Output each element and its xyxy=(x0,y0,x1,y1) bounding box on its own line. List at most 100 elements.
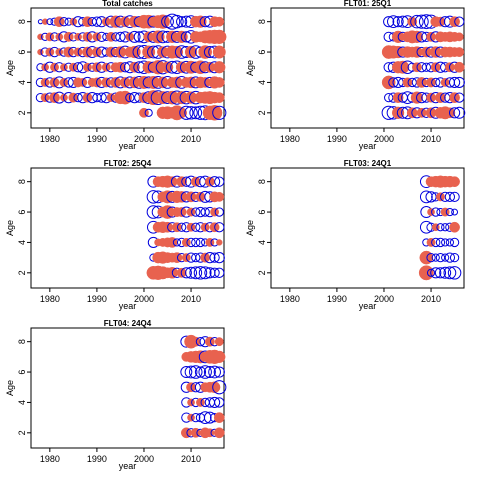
y-axis-label: Age xyxy=(5,380,15,396)
bubble-positive xyxy=(213,252,225,264)
bubbles xyxy=(418,175,462,281)
bubble-negative xyxy=(204,336,215,347)
panel-title: Total catches xyxy=(102,0,153,8)
bubble-positive xyxy=(447,266,462,280)
bubble-positive xyxy=(195,337,206,347)
bubble-positive xyxy=(388,77,399,88)
y-tick-label: 6 xyxy=(257,50,267,55)
bubble-positive xyxy=(184,365,198,379)
bubble-positive xyxy=(189,106,203,120)
bubble-positive xyxy=(198,411,212,425)
bubble-negative xyxy=(212,29,227,45)
bubble-positive xyxy=(431,237,441,248)
bubble-negative xyxy=(212,45,226,59)
panel-3: FLT02: 25Q4 1980 1990 2000 2010 2 4 6 8 year Age xyxy=(5,159,225,311)
bubble-negative xyxy=(118,90,132,105)
bubble-positive xyxy=(414,14,429,29)
bubble-negative xyxy=(55,48,64,56)
bubbles xyxy=(381,14,466,120)
x-tick-label: 2010 xyxy=(421,294,441,304)
bubble-negative xyxy=(210,207,219,217)
bubble-positive xyxy=(200,207,210,217)
bubble-negative xyxy=(170,45,184,59)
bubble-positive xyxy=(115,31,126,43)
bubble-negative xyxy=(172,222,182,233)
bubble-negative xyxy=(53,16,65,28)
bubble-negative xyxy=(449,221,460,233)
x-tick-label: 2000 xyxy=(374,294,394,304)
bubble-positive xyxy=(170,14,184,29)
bubble-negative xyxy=(213,350,226,363)
bubble-positive xyxy=(431,253,440,262)
y-axis-label: Age xyxy=(245,60,255,76)
bubble-positive xyxy=(191,237,201,248)
y-axis-label: Age xyxy=(5,220,15,236)
panel-title: FLT01: 25Q1 xyxy=(344,0,392,8)
bubble-positive xyxy=(73,92,83,103)
x-axis-label: year xyxy=(119,461,137,471)
bubble-positive xyxy=(421,62,432,72)
bubble-positive xyxy=(96,92,107,103)
bubble-positive xyxy=(191,207,201,217)
bubble-negative xyxy=(214,191,225,202)
bubble-negative xyxy=(63,31,74,42)
bubble-positive xyxy=(59,17,69,27)
bubble-positive xyxy=(410,14,424,29)
bubble-positive xyxy=(208,176,221,188)
x-axis-label: year xyxy=(359,301,377,311)
bubble-positive xyxy=(186,237,196,248)
x-tick-label: 1980 xyxy=(280,294,300,304)
x-tick-label: 2010 xyxy=(421,134,441,144)
bubble-positive xyxy=(436,223,445,232)
panel-5: FLT04: 24Q4 1980 1990 2000 2010 2 4 6 8 year Age xyxy=(5,319,227,471)
bubble-positive xyxy=(172,238,182,247)
bubble-positive xyxy=(431,77,441,88)
y-tick-label: 8 xyxy=(17,19,27,24)
bubble-negative xyxy=(206,105,223,121)
bubble-positive xyxy=(387,15,400,29)
bubble-negative xyxy=(142,45,156,59)
bubble-positive xyxy=(212,380,227,395)
bubble-positive xyxy=(198,365,212,379)
bubble-positive xyxy=(448,76,461,89)
bubble-positive xyxy=(451,208,459,216)
x-tick-label: 1990 xyxy=(327,134,347,144)
y-tick-label: 6 xyxy=(17,370,27,375)
y-tick-label: 8 xyxy=(17,179,27,184)
bubble-positive xyxy=(441,253,450,262)
bubble-negative xyxy=(213,412,225,423)
bubble-positive xyxy=(453,76,465,89)
y-tick-label: 2 xyxy=(17,430,27,435)
bubble-negative xyxy=(155,14,170,29)
bubble-positive xyxy=(203,366,216,379)
bubble-positive xyxy=(435,237,446,248)
bubble-positive xyxy=(179,105,194,120)
x-tick-label: 1980 xyxy=(280,134,300,144)
x-tick-label: 2010 xyxy=(181,294,201,304)
y-tick-label: 4 xyxy=(257,240,267,245)
bubble-negative xyxy=(213,61,226,74)
bubble-positive xyxy=(191,222,201,232)
x-tick-label: 2010 xyxy=(181,134,201,144)
bubble-positive xyxy=(419,190,433,204)
x-axis-label: year xyxy=(119,301,137,311)
bubble-positive xyxy=(426,252,436,263)
bubble-positive xyxy=(454,92,465,103)
x-tick-label: 2000 xyxy=(134,454,154,464)
bubble-positive xyxy=(212,105,227,120)
bubble-positive xyxy=(91,16,103,27)
x-tick-label: 1990 xyxy=(327,294,347,304)
y-axis-label: Age xyxy=(245,220,255,236)
bubble-positive xyxy=(37,19,43,25)
bubble-positive xyxy=(195,237,206,248)
y-tick-label: 2 xyxy=(257,270,267,275)
bubble-positive xyxy=(180,267,192,279)
y-tick-label: 4 xyxy=(17,80,27,85)
bubble-negative xyxy=(83,62,92,72)
bubble-positive xyxy=(214,207,224,217)
bubble-positive xyxy=(439,266,452,279)
bubble-positive xyxy=(213,366,225,378)
y-tick-label: 2 xyxy=(17,270,27,275)
y-tick-label: 6 xyxy=(17,50,27,55)
bubbles xyxy=(146,175,225,280)
